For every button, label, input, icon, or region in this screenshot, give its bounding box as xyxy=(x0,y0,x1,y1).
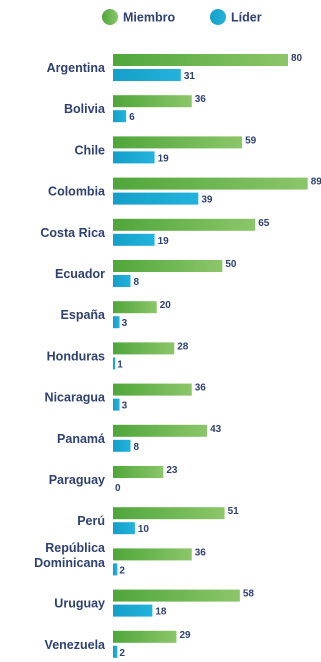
bar-miembro-panama xyxy=(113,424,208,437)
bar-lider-venezuela xyxy=(113,645,118,658)
category-label-ecuador: Ecuador xyxy=(55,267,105,281)
bar-miembro-espana xyxy=(113,301,157,314)
value-label-lider-venezuela: 2 xyxy=(119,648,125,659)
value-label-miembro-paraguay: 23 xyxy=(166,465,178,476)
value-label-lider-colombia: 39 xyxy=(201,195,213,206)
bar-miembro-uruguay xyxy=(113,589,240,602)
category-label-republica-dominicana: República Dominicana xyxy=(34,541,106,570)
bar-lider-colombia xyxy=(113,192,199,205)
value-label-miembro-republica-dominicana: 36 xyxy=(195,547,207,558)
value-label-miembro-bolivia: 36 xyxy=(195,94,207,105)
legend-label-lider: Líder xyxy=(231,11,262,25)
bar-miembro-venezuela xyxy=(113,630,177,643)
value-label-miembro-ecuador: 50 xyxy=(225,259,237,270)
bar-miembro-honduras xyxy=(113,342,175,355)
bar-miembro-costa-rica xyxy=(113,218,256,231)
value-label-lider-peru: 10 xyxy=(138,524,150,535)
category-label-uruguay: Uruguay xyxy=(54,597,105,611)
legend: Miembro Líder xyxy=(102,9,262,25)
value-label-lider-argentina: 31 xyxy=(184,71,196,82)
category-label-nicaragua: Nicaragua xyxy=(45,391,106,405)
value-label-miembro-uruguay: 58 xyxy=(243,589,255,600)
bar-lider-argentina xyxy=(113,69,181,81)
bar-miembro-nicaragua xyxy=(113,383,192,396)
bar-lider-chile xyxy=(113,151,155,164)
legend-marker-lider xyxy=(210,9,226,25)
value-label-lider-espana: 3 xyxy=(122,318,128,329)
bar-lider-uruguay xyxy=(113,604,153,617)
value-label-miembro-venezuela: 29 xyxy=(179,630,191,641)
bar-lider-republica-dominicana xyxy=(113,563,118,576)
bar-miembro-colombia xyxy=(113,177,308,190)
category-label-panama: Panamá xyxy=(57,432,105,446)
bar-lider-bolivia xyxy=(113,110,127,123)
category-label-bolivia: Bolivia xyxy=(64,102,106,116)
bar-miembro-ecuador xyxy=(113,260,223,272)
value-label-lider-chile: 19 xyxy=(158,153,170,164)
category-label-espana: España xyxy=(61,308,107,322)
category-label-venezuela: Venezuela xyxy=(45,638,106,652)
value-label-miembro-costa-rica: 65 xyxy=(258,218,270,229)
bar-miembro-peru xyxy=(113,507,225,520)
category-label-colombia: Colombia xyxy=(48,185,106,199)
legend-label-miembro: Miembro xyxy=(123,11,175,25)
value-label-miembro-colombia: 89 xyxy=(311,177,321,188)
value-label-lider-bolivia: 6 xyxy=(129,112,135,123)
category-label-peru: Perú xyxy=(77,514,105,528)
bar-lider-nicaragua xyxy=(113,398,120,411)
category-label-argentina: Argentina xyxy=(47,61,106,75)
legend-marker-miembro xyxy=(102,9,118,25)
category-label-honduras: Honduras xyxy=(47,349,105,363)
category-label-paraguay: Paraguay xyxy=(49,473,105,487)
value-label-lider-honduras: 1 xyxy=(117,359,123,370)
value-label-lider-paraguay: 0 xyxy=(115,483,121,494)
value-label-miembro-panama: 43 xyxy=(210,424,222,435)
bar-miembro-chile xyxy=(113,136,243,149)
value-label-miembro-peru: 51 xyxy=(228,506,240,517)
bar-lider-honduras xyxy=(113,357,116,370)
bar-lider-ecuador xyxy=(113,275,131,287)
value-label-lider-panama: 8 xyxy=(134,442,140,453)
value-label-lider-republica-dominicana: 2 xyxy=(119,565,125,576)
value-label-lider-ecuador: 8 xyxy=(134,277,140,288)
value-label-miembro-honduras: 28 xyxy=(177,341,189,352)
category-label-costa-rica: Costa Rica xyxy=(40,226,106,240)
value-label-miembro-nicaragua: 36 xyxy=(195,383,207,394)
bar-lider-costa-rica xyxy=(113,233,155,246)
plot-area: Argentina8031Bolivia366Chile5919Colombia… xyxy=(34,53,321,659)
bar-miembro-republica-dominicana xyxy=(113,548,192,561)
bar-lider-espana xyxy=(113,316,120,329)
bar-miembro-bolivia xyxy=(113,95,192,108)
value-label-lider-costa-rica: 19 xyxy=(158,236,170,247)
bar-miembro-argentina xyxy=(113,54,288,66)
value-label-miembro-argentina: 80 xyxy=(291,53,303,64)
bar-lider-panama xyxy=(113,439,131,452)
category-label-chile: Chile xyxy=(74,143,105,157)
bar-lider-peru xyxy=(113,522,135,535)
value-label-miembro-chile: 59 xyxy=(245,135,257,146)
value-label-lider-nicaragua: 3 xyxy=(122,401,128,412)
value-label-miembro-espana: 20 xyxy=(160,300,172,311)
bar-miembro-paraguay xyxy=(113,466,164,478)
value-label-lider-uruguay: 18 xyxy=(155,607,167,618)
